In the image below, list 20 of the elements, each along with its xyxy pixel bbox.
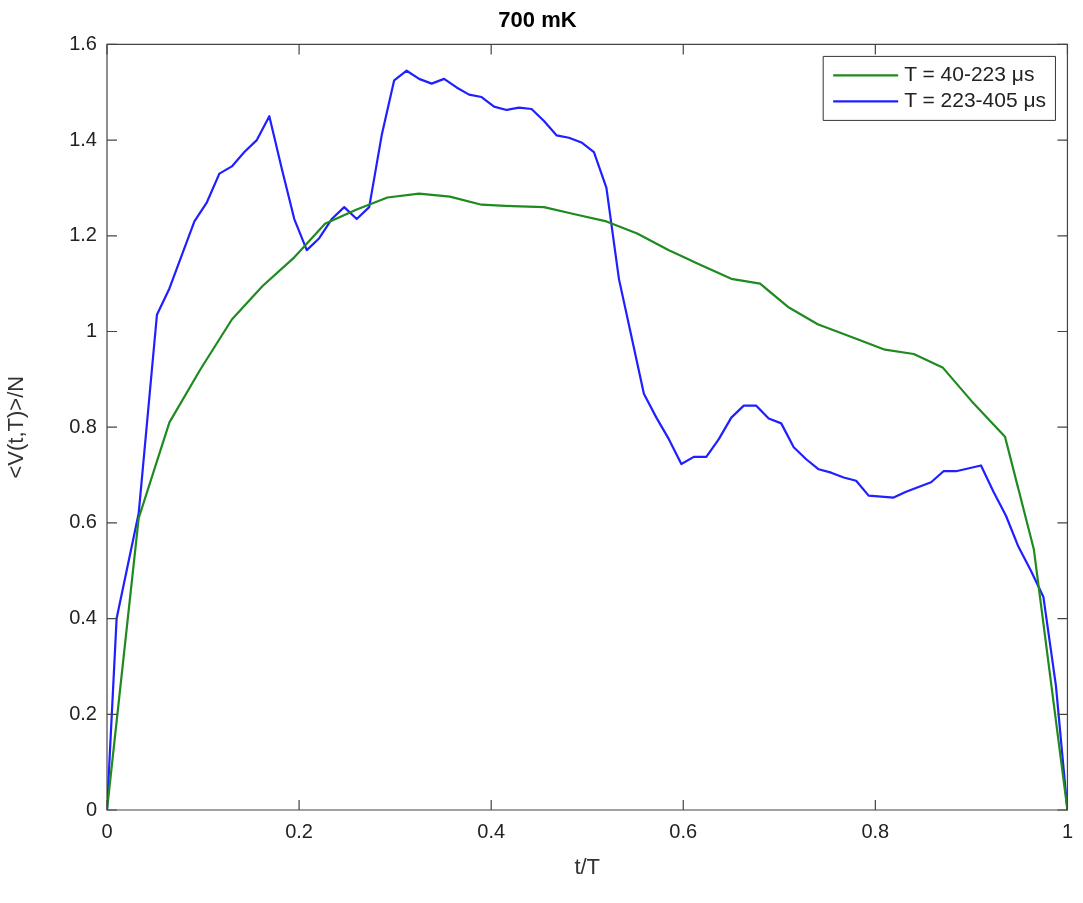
- legend-label: T = 223-405 μs: [904, 88, 1047, 112]
- y-tick-label: 0.8: [69, 414, 97, 437]
- y-tick-label: 1.6: [69, 31, 97, 54]
- x-axis-title: t/T: [574, 853, 601, 879]
- y-tick-label: 1: [85, 319, 97, 342]
- x-tick-label: 0.6: [669, 819, 698, 842]
- y-tick-label: 0.2: [69, 701, 97, 724]
- y-tick-label: 0.4: [69, 606, 97, 629]
- legend-label: T = 40-223 μs: [904, 62, 1035, 86]
- x-tick-label: 0.8: [861, 819, 890, 842]
- x-tick-label: 0.2: [285, 819, 313, 842]
- y-tick-label: 1.4: [69, 127, 97, 150]
- y-tick-label: 1.2: [69, 223, 97, 246]
- x-tick-label: 0.4: [477, 819, 506, 842]
- chart-title: 700 mK: [498, 7, 577, 33]
- y-axis-title: <V(t,T)>/N: [3, 375, 29, 479]
- x-tick-label: 0: [101, 819, 113, 842]
- y-tick-label: 0.6: [69, 510, 97, 533]
- y-tick-label: 0: [85, 797, 97, 820]
- x-tick-label: 1: [1061, 819, 1073, 842]
